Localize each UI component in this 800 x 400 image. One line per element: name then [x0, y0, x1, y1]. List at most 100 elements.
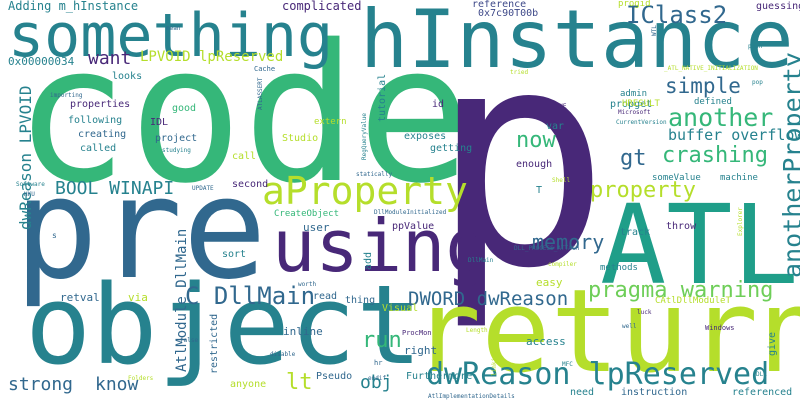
cloud-word: hInstance: [360, 0, 794, 86]
cloud-word: HRESULT: [622, 99, 660, 109]
cloud-word: pragma warning: [588, 278, 774, 303]
cloud-word: lt: [286, 370, 313, 395]
cloud-word: need: [570, 387, 595, 398]
cloud-word: Explorer: [737, 207, 744, 236]
cloud-word: now: [516, 128, 556, 153]
cloud-word: CAtlDllModuleT: [655, 296, 731, 306]
cloud-word: IClass2: [626, 1, 728, 29]
cloud-word: DLL_PROCESS_ATTACH: [514, 245, 580, 252]
cloud-word: defined: [694, 97, 732, 107]
cloud-word: _ATL_NATIVE_INITIALIZATION: [664, 65, 758, 72]
cloud-word: track: [620, 227, 651, 238]
cloud-word: importing: [50, 92, 83, 99]
cloud-word: DWORD dwReason: [408, 288, 569, 310]
cloud-word: know: [95, 374, 139, 395]
cloud-word: methods: [600, 263, 638, 273]
cloud-word: complicated: [282, 0, 362, 13]
cloud-word: DllMain: [468, 257, 494, 264]
cloud-word: BOOL WINAPI: [55, 178, 175, 199]
cloud-word: via: [128, 291, 148, 304]
cloud-word: enough: [516, 159, 553, 170]
cloud-word: Visual: [382, 303, 419, 314]
cloud-word: restricted: [209, 313, 220, 374]
cloud-word: Microsoft: [618, 109, 651, 116]
cloud-word: exposes: [404, 131, 447, 142]
cloud-word: T: [536, 185, 543, 196]
cloud-word: right: [404, 344, 438, 357]
cloud-word: anotherProperty: [778, 52, 800, 278]
cloud-word: DllModuleInitialized: [374, 209, 447, 216]
cloud-word: id: [432, 99, 445, 110]
cloud-word: LPVOID lpReserved: [140, 49, 284, 65]
cloud-word: strong: [8, 374, 74, 395]
cloud-word: instruction: [621, 387, 688, 398]
cloud-word: return: [412, 265, 800, 399]
cloud-word: dwReason LPVOID: [16, 85, 35, 231]
cloud-word: called: [80, 143, 117, 154]
cloud-word: pop: [752, 79, 763, 86]
cloud-word: DLL: [756, 371, 767, 378]
cloud-word: propget: [610, 99, 653, 110]
cloud-word: Pseudo: [316, 371, 353, 382]
cloud-word: something: [8, 1, 334, 71]
cloud-word: retval: [60, 291, 100, 304]
cloud-word: project: [155, 133, 198, 144]
cloud-word: following: [68, 115, 123, 126]
cloud-word: read: [313, 291, 338, 302]
cloud-word: another: [668, 103, 774, 132]
cloud-word: object: [25, 261, 423, 389]
cloud-word: guessing: [756, 1, 800, 12]
cloud-word: HKU: [24, 191, 35, 198]
cloud-word: call: [232, 151, 257, 162]
cloud-word: obj: [360, 372, 393, 393]
cloud-word: WTL: [651, 25, 658, 36]
cloud-word: Folders: [128, 375, 154, 382]
cloud-word: memory: [532, 230, 605, 254]
cloud-word: RegQueryValue: [361, 113, 368, 160]
cloud-word: Studio: [282, 133, 319, 144]
cloud-word: ATL: [600, 181, 799, 309]
cloud-word: run: [362, 328, 402, 353]
cloud-word: p: [430, 0, 611, 334]
cloud-word: using: [272, 204, 489, 288]
cloud-word: hr: [374, 359, 383, 367]
cloud-word: second: [232, 179, 269, 190]
cloud-word: buffer overflow: [668, 126, 800, 144]
cloud-word: statically: [356, 171, 393, 178]
cloud-word: CurrentVersion: [616, 119, 667, 126]
cloud-word: mean: [166, 25, 181, 32]
cloud-word: Windows: [705, 324, 735, 332]
cloud-word: user: [303, 221, 330, 234]
cloud-word: thing: [345, 295, 376, 306]
cloud-word: aProperty: [262, 169, 468, 213]
cloud-word: ATLASSERT: [257, 77, 264, 110]
cloud-word: C DllMain: [185, 282, 316, 310]
cloud-word: gt: [620, 146, 647, 171]
cloud-word: someValue: [652, 173, 701, 183]
cloud-word: studying: [162, 147, 191, 154]
cloud-word: crashing: [662, 143, 768, 168]
cloud-word: 0x7c90T00b: [478, 8, 539, 19]
cloud-word: worth: [298, 281, 317, 288]
cloud-word: anyone: [230, 379, 267, 390]
cloud-word: code: [14, 4, 472, 225]
cloud-word: compiler: [548, 261, 577, 268]
cloud-word: CreateObject: [274, 209, 340, 219]
cloud-word: properties: [70, 99, 131, 110]
cloud-word: luck: [637, 309, 652, 316]
cloud-word: tutorial: [377, 73, 388, 122]
cloud-word: good: [172, 103, 197, 114]
cloud-word: tried: [510, 69, 529, 76]
cloud-word: inline: [283, 325, 323, 338]
cloud-word: well: [622, 323, 637, 330]
cloud-word: getting: [430, 143, 473, 154]
cloud-word: creating: [78, 129, 127, 140]
cloud-word: access: [526, 335, 566, 348]
cloud-word: sort: [222, 249, 247, 260]
cloud-word: Shell: [552, 177, 571, 184]
cloud-word: AtlModule DllMain: [174, 228, 190, 372]
cloud-word: false: [180, 337, 199, 344]
cloud-word: Cache: [254, 65, 276, 73]
cloud-word: progid: [618, 0, 651, 9]
